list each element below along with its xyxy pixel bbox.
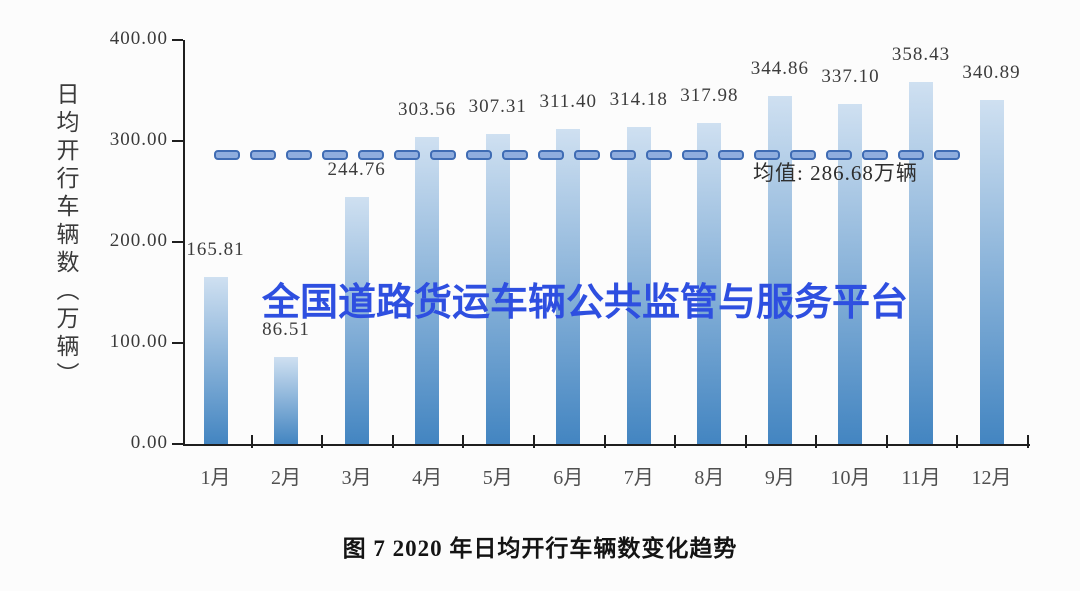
- x-category-label: 4月: [412, 467, 443, 489]
- mean-line-dash: [610, 150, 636, 161]
- x-category-label: 5月: [482, 467, 513, 489]
- bar-value-label: 344.86: [750, 57, 810, 79]
- x-tick-mark: [885, 435, 888, 448]
- x-tick-mark: [532, 435, 535, 448]
- bar-value-label: 317.98: [680, 84, 739, 106]
- mean-line-dash: [466, 150, 492, 161]
- x-tick-mark: [391, 435, 394, 448]
- mean-line-dash: [214, 150, 240, 161]
- x-category-label: 11月: [901, 467, 941, 489]
- bar-1月: [203, 276, 228, 444]
- figure-caption: 图 7 2020 年日均开行车辆数变化趋势: [342, 536, 738, 561]
- mean-line-dash: [646, 150, 672, 161]
- mean-line-dash: [898, 150, 924, 161]
- mean-line-dash: [934, 150, 960, 161]
- x-category-label: 2月: [271, 467, 302, 489]
- bar-value-label: 86.51: [262, 318, 310, 340]
- bar-10月: [838, 103, 863, 444]
- mean-line-dash: [502, 150, 528, 161]
- y-tick-label: 0.00: [130, 432, 168, 453]
- mean-line-dash: [754, 150, 780, 161]
- x-tick-mark: [603, 435, 606, 448]
- y-axis-title: 日均开行车辆数（万辆）: [53, 82, 78, 390]
- mean-line-label: 均值: 286.68万辆: [753, 161, 918, 185]
- x-category-label: 3月: [341, 467, 372, 489]
- bar-value-label: 311.40: [539, 91, 598, 113]
- bar-value-label: 340.89: [962, 61, 1021, 83]
- bar-6月: [556, 129, 581, 444]
- x-category-label: 8月: [694, 467, 725, 489]
- x-tick-mark: [674, 435, 677, 448]
- x-tick-mark: [815, 435, 818, 448]
- y-tick-mark: [172, 443, 183, 445]
- bar-value-label: 165.81: [186, 238, 245, 260]
- bar-value-label: 358.43: [891, 43, 951, 65]
- mean-line-dash: [430, 150, 456, 161]
- mean-line-dash: [826, 150, 852, 161]
- bar-value-label: 314.18: [609, 88, 668, 110]
- y-tick-label: 100.00: [109, 331, 168, 352]
- x-tick-mark: [956, 435, 959, 448]
- y-tick-label: 200.00: [109, 230, 168, 251]
- bar-value-label: 244.76: [327, 158, 386, 180]
- mean-line-dash: [394, 150, 420, 161]
- x-category-label: 6月: [553, 467, 584, 489]
- bar-value-label: 337.10: [821, 65, 880, 87]
- mean-line-dash: [538, 150, 564, 161]
- bar-4月: [415, 137, 440, 444]
- bar-value-label: 307.31: [468, 95, 527, 117]
- mean-line-dash: [250, 150, 276, 161]
- bar-7月: [626, 126, 651, 444]
- mean-line-dash: [358, 150, 384, 161]
- mean-line-dash: [682, 150, 708, 161]
- bar-9月: [767, 95, 792, 444]
- x-axis-line: [183, 444, 1030, 446]
- mean-line-dash: [862, 150, 888, 161]
- y-tick-label: 300.00: [109, 129, 168, 150]
- y-tick-mark: [172, 342, 183, 344]
- y-tick-mark: [172, 140, 183, 142]
- bar-2月: [274, 356, 299, 444]
- x-tick-mark: [462, 435, 465, 448]
- mean-line-dash: [574, 150, 600, 161]
- x-category-label: 7月: [623, 467, 654, 489]
- x-tick-mark: [744, 435, 747, 448]
- x-tick-mark: [1026, 435, 1029, 448]
- y-axis-line: [183, 40, 185, 446]
- y-tick-mark: [172, 39, 183, 41]
- bar-3月: [344, 196, 369, 444]
- mean-line-dash: [286, 150, 312, 161]
- bar-11月: [909, 81, 933, 444]
- mean-line-dash: [322, 150, 348, 161]
- watermark-text: 全国道路货运车辆公共监管与服务平台: [262, 282, 909, 324]
- mean-line-dash: [790, 150, 816, 161]
- bar-5月: [485, 133, 510, 444]
- mean-line-dash: [718, 150, 744, 161]
- x-category-label: 10月: [830, 467, 871, 489]
- x-tick-mark: [321, 435, 324, 448]
- y-tick-label: 400.00: [109, 28, 168, 49]
- bar-8月: [697, 122, 722, 444]
- x-category-label: 1月: [200, 467, 231, 489]
- bar-value-label: 303.56: [398, 99, 457, 121]
- bar-12月: [979, 99, 1004, 444]
- y-tick-mark: [172, 241, 183, 243]
- x-category-label: 12月: [971, 467, 1012, 489]
- x-category-label: 9月: [764, 467, 795, 489]
- x-tick-mark: [250, 435, 253, 448]
